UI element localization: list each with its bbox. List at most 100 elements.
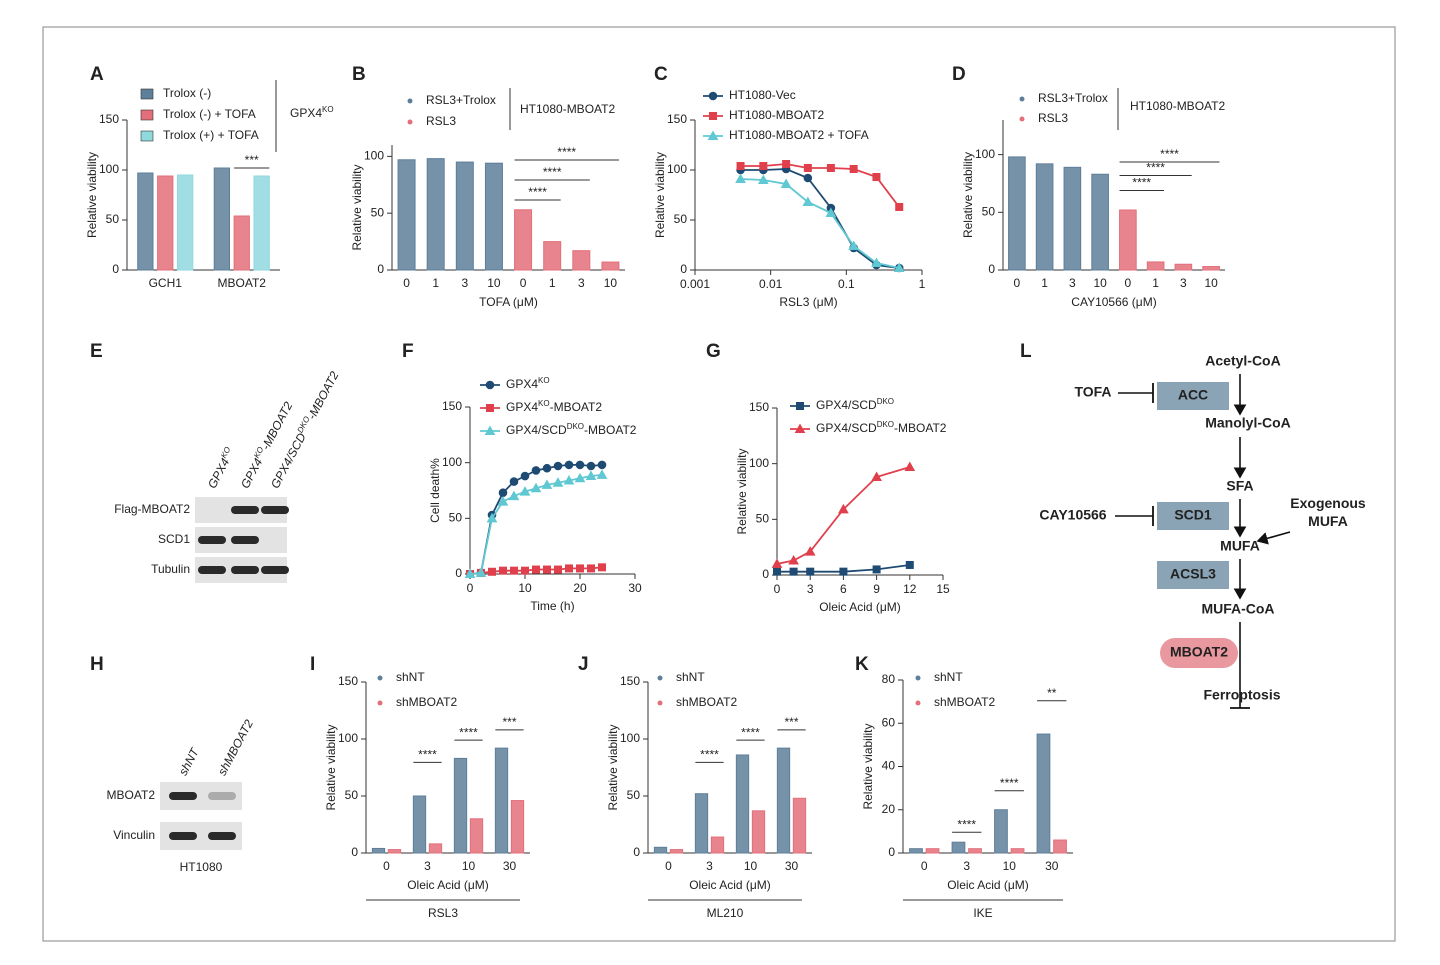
group-label-part: GPX4 [290,106,322,120]
point [486,404,494,412]
point [563,474,575,485]
legend-label: RSL3 [426,114,456,128]
node-label: MUFA [1220,538,1260,554]
y-tick-label: 50 [674,212,688,226]
blot-band [231,566,259,574]
bar [397,159,416,271]
legend-label: GPX4/SCDDKO-MBOAT2 [816,420,947,436]
panel-letter: H [90,654,104,675]
x-tick-label: 0 [520,276,527,290]
point [488,567,496,576]
y-axis-label: Relative viability [324,724,338,810]
significance-label: **** [1132,176,1151,190]
panel-letter: J [578,654,589,675]
point [553,461,563,471]
point [574,472,586,483]
node-label: TOFA [1074,384,1111,400]
point [773,567,781,576]
significance-label: **** [957,817,976,831]
x-tick-label: 3 [706,859,713,873]
point [788,555,799,565]
legend-swatch [377,700,383,706]
x-tick-label: 9 [873,582,880,596]
significance-label: **** [543,165,562,179]
y-tick-label: 50 [627,788,641,802]
group-label-part: KO [322,105,334,114]
x-tick-label: 10 [487,276,501,290]
bar [1036,733,1051,854]
point [871,257,882,267]
bar [176,174,194,271]
significance-label: **** [1000,776,1019,790]
blot-band [231,506,259,514]
point [803,164,812,172]
y-axis-label: Relative viability [85,152,99,238]
x-tick-label: 30 [628,581,642,595]
node-label: Manolyl-CoA [1205,415,1291,431]
bar [1008,156,1026,271]
legend-label: shMBOAT2 [676,695,737,709]
bar [601,261,620,271]
legend-label: RSL3 [1038,111,1068,125]
enzyme-box [1157,502,1229,530]
group-label: RSL3 [428,906,458,920]
y-tick-label: 20 [882,802,896,816]
x-tick-label: 3 [424,859,431,873]
node-label: Acetyl-CoA [1205,353,1280,369]
x-tick-label: 1 [549,276,556,290]
y-tick-label: 50 [345,788,359,802]
node-label: ACSL3 [1170,566,1216,582]
bar [428,843,443,854]
point [464,568,476,578]
x-tick-label: 1 [1041,276,1048,290]
bar [371,847,386,854]
point [905,560,914,569]
significance-label: **** [700,748,719,762]
panel-letter: A [90,64,104,85]
node-label: Exogenous MUFA [1290,495,1366,529]
y-axis-label: Relative viability [961,152,975,238]
panel-letter: E [90,341,103,362]
y-tick-label: 150 [667,112,687,126]
enzyme-box [1157,382,1229,410]
x-tick-label: 0.01 [759,277,783,291]
legend-swatch [407,119,413,125]
point [806,567,815,576]
bar [157,175,174,271]
blot-band [169,792,197,800]
x-axis-label: Oleic Acid (μM) [819,600,901,614]
x-tick-label: 10 [1204,276,1218,290]
bar [494,747,509,854]
y-tick-label: 0 [633,845,640,859]
x-tick-label: 1 [432,276,439,290]
y-axis-label: Relative viability [606,724,620,810]
legend-swatch [140,88,154,100]
point [485,380,495,390]
bar [484,162,503,271]
enzyme-pill [1160,638,1238,668]
point [839,567,848,576]
y-axis-label: Relative viability [350,164,364,250]
x-tick-label: 0.1 [838,277,855,291]
legend-label-part: GPX4/SCD [816,421,877,435]
x-tick-label: 10 [1093,276,1107,290]
point [872,173,881,181]
panel-letter: G [706,341,721,362]
y-tick-label: 150 [620,674,640,688]
x-tick-label: 10 [744,859,758,873]
y-tick-label: 150 [99,112,119,126]
bar [412,795,427,854]
point [789,567,798,576]
y-tick-label: 0 [112,262,119,276]
point [542,463,552,473]
bar [735,754,750,854]
bar [1202,266,1220,271]
point [708,91,718,101]
point [554,565,562,574]
blot-band [198,536,226,544]
y-tick-label: 50 [371,205,385,219]
blot-band [169,832,197,840]
bar [1146,261,1165,271]
x-tick-label: 0 [1125,276,1132,290]
series-line [740,178,900,269]
